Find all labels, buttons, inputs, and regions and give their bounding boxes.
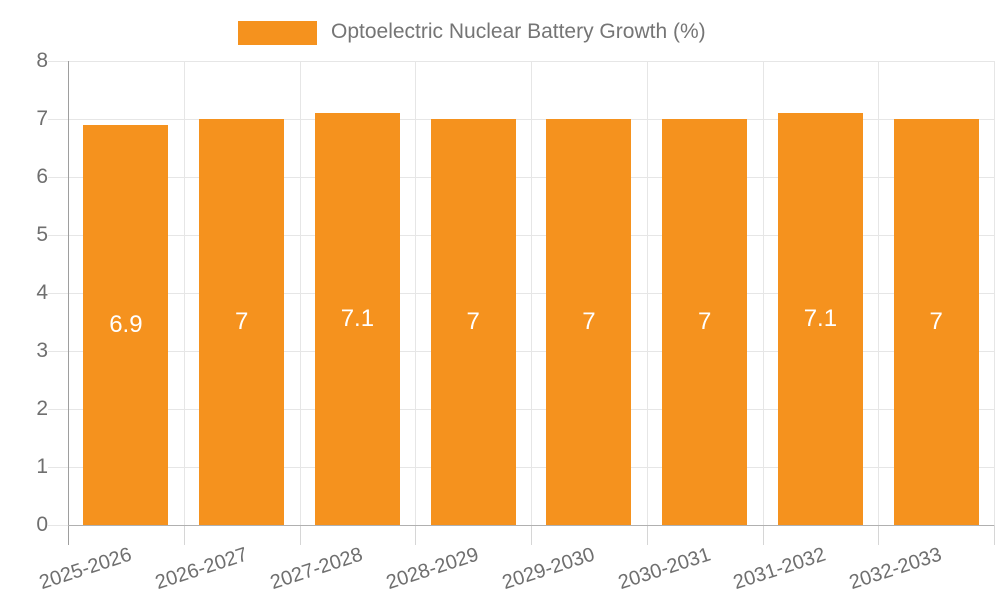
bar[interactable] — [83, 124, 169, 525]
y-tick-label: 4 — [36, 281, 48, 304]
bar-value-label: 7 — [697, 308, 712, 335]
gridline-vertical — [994, 61, 995, 525]
gridline-horizontal — [48, 293, 994, 294]
bar[interactable] — [893, 119, 979, 525]
bar[interactable] — [546, 119, 632, 525]
legend-swatch — [238, 21, 317, 45]
y-tick-label: 6 — [36, 165, 48, 188]
gridline-horizontal — [48, 61, 994, 62]
bar[interactable] — [199, 119, 285, 525]
x-tick — [994, 525, 995, 545]
x-tick — [878, 525, 880, 545]
gridline-vertical — [531, 61, 532, 525]
gridline-vertical — [646, 61, 648, 525]
gridline-vertical — [183, 61, 185, 525]
gridline-horizontal — [48, 177, 994, 178]
x-axis-line — [68, 525, 994, 526]
bar[interactable] — [662, 119, 748, 525]
gridline-horizontal — [48, 467, 994, 468]
gridline-vertical — [878, 61, 880, 525]
bar-value-label: 6.9 — [109, 310, 143, 338]
gridline-vertical — [299, 61, 301, 525]
y-tick-label: 8 — [36, 49, 48, 72]
bar[interactable] — [430, 119, 516, 525]
gridline-vertical — [762, 61, 764, 525]
gridline-horizontal — [48, 409, 994, 410]
x-tick — [415, 525, 417, 545]
x-tick — [762, 525, 764, 545]
gridline-horizontal — [48, 119, 994, 120]
bar-value-label: 7 — [929, 308, 943, 335]
x-tick — [183, 525, 185, 545]
gridline-horizontal — [48, 235, 994, 236]
legend: Optoelectric Nuclear Battery Growth (%) — [238, 14, 706, 50]
y-tick-label: 0 — [36, 513, 48, 536]
bar-value-label: 7 — [582, 308, 596, 335]
x-tick — [646, 525, 648, 545]
y-tick-label: 1 — [36, 455, 48, 478]
bar-value-label: 7.1 — [340, 305, 375, 333]
bar-value-label: 7.1 — [803, 305, 838, 333]
y-tick-label: 7 — [36, 107, 48, 130]
gridline-horizontal — [48, 351, 994, 352]
y-tick — [48, 525, 68, 526]
y-axis-line — [68, 61, 69, 545]
bar-value-label: 7 — [466, 308, 480, 335]
x-tick-label: 2032-2033 — [846, 543, 945, 595]
x-tick — [531, 525, 532, 545]
bar[interactable] — [777, 113, 863, 525]
bar-value-label: 7 — [234, 308, 249, 335]
plot-area: 6.9 7 7.1 7 7 7 7.1 7 0 1 2 3 4 5 6 7 8 2025-2026 2026-20… — [36, 49, 995, 594]
y-tick-label: 3 — [36, 339, 48, 362]
bar[interactable] — [314, 113, 400, 525]
legend-label: Optoelectric Nuclear Battery Growth (%) — [331, 20, 706, 43]
gridline-vertical — [415, 61, 417, 525]
y-tick-label: 5 — [36, 223, 48, 246]
x-tick — [299, 525, 301, 545]
y-tick-label: 2 — [36, 397, 48, 420]
